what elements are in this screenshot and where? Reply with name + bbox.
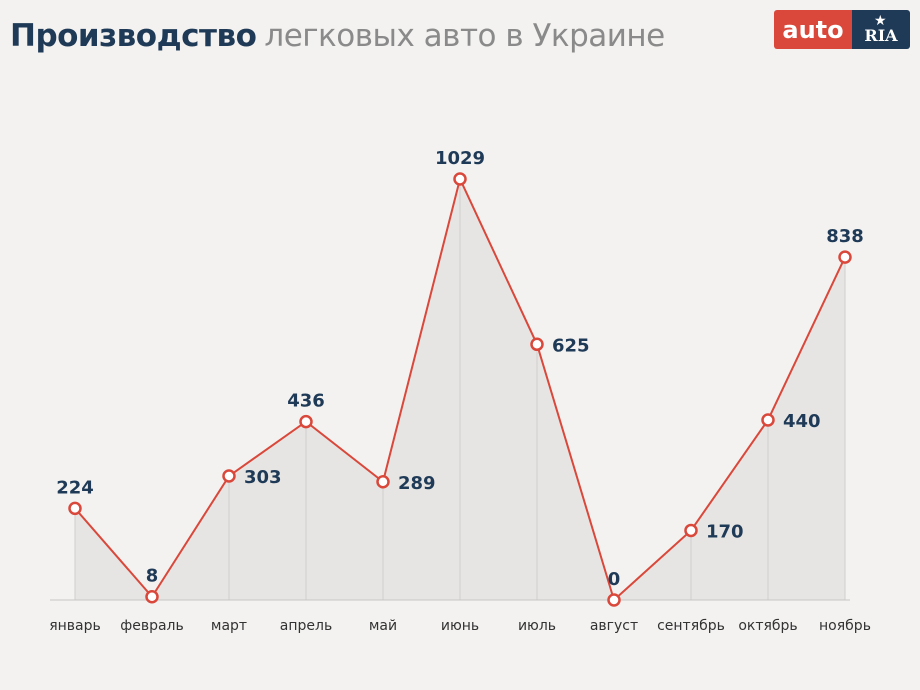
data-label: 289 xyxy=(398,473,436,494)
title-light: легковых авто в Украине xyxy=(264,18,665,54)
logo-ria-text: RIA xyxy=(864,26,898,45)
logo-auto: auto xyxy=(774,10,852,49)
autoria-logo[interactable]: auto ★ RIA xyxy=(774,10,910,49)
data-point[interactable] xyxy=(761,413,775,427)
data-point[interactable] xyxy=(376,475,390,489)
data-point[interactable] xyxy=(453,172,467,186)
chart-title: Производство легковых авто в Украине xyxy=(10,18,665,54)
title-bold: Производство xyxy=(10,18,257,54)
x-tick-label: июль xyxy=(518,618,556,634)
data-label: 838 xyxy=(826,226,864,247)
x-tick-label: февраль xyxy=(120,618,184,634)
x-tick-label: апрель xyxy=(280,618,332,634)
data-point[interactable] xyxy=(145,589,159,604)
data-label: 8 xyxy=(146,566,159,587)
data-point[interactable] xyxy=(607,593,621,607)
data-label: 303 xyxy=(244,467,282,488)
x-tick-label: август xyxy=(590,618,638,634)
x-tick-label: март xyxy=(211,618,247,634)
data-label: 436 xyxy=(287,391,325,412)
x-tick-label: ноябрь xyxy=(819,618,871,634)
x-tick-label: сентябрь xyxy=(657,618,725,634)
data-label: 224 xyxy=(56,477,94,498)
data-point[interactable] xyxy=(684,523,698,538)
x-tick-label: май xyxy=(369,618,397,634)
x-tick-label: январь xyxy=(49,618,101,634)
x-tick-label: октябрь xyxy=(738,618,797,634)
x-tick-label: июнь xyxy=(441,618,479,634)
star-icon: ★ xyxy=(874,13,887,29)
data-point[interactable] xyxy=(838,250,852,264)
data-label: 1029 xyxy=(435,148,485,169)
data-point[interactable] xyxy=(222,469,236,483)
data-label: 625 xyxy=(552,335,590,356)
data-label: 0 xyxy=(608,569,621,590)
data-label: 170 xyxy=(706,521,744,542)
data-point[interactable] xyxy=(299,414,313,429)
logo-ria: ★ RIA xyxy=(852,10,910,49)
data-point[interactable] xyxy=(530,337,544,352)
data-label: 440 xyxy=(783,411,821,432)
data-point[interactable] xyxy=(68,501,82,516)
